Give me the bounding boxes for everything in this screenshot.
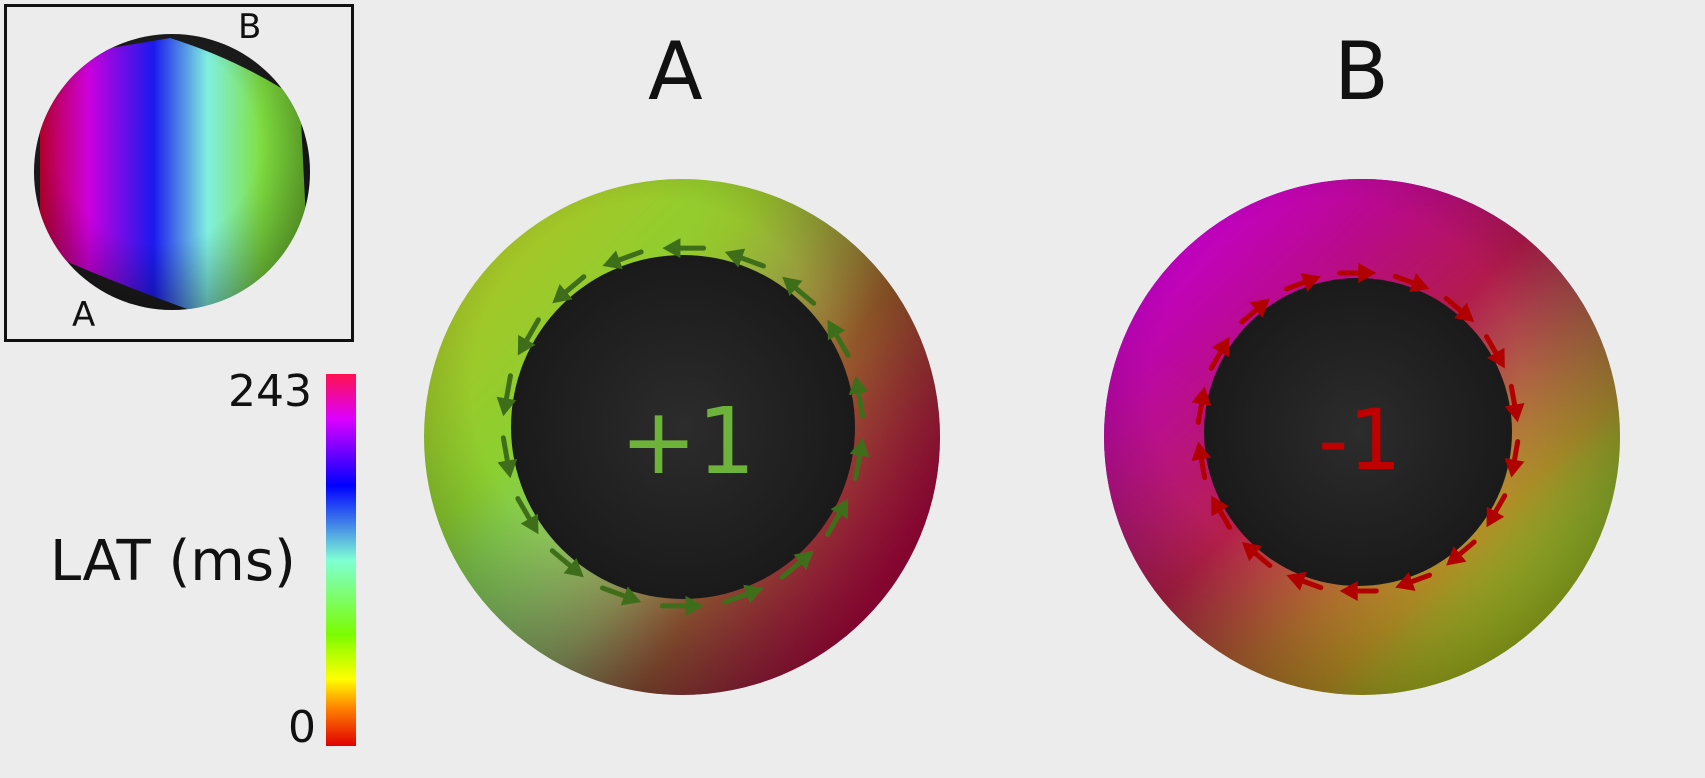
ring-b-arrow-head [1504, 402, 1525, 423]
ring-a-arrow-head [685, 595, 704, 616]
ring-b-arrow-head [1446, 546, 1467, 566]
panel-b-charge: -1 [1318, 391, 1402, 489]
inset-sphere [34, 34, 310, 310]
ring-b-arrow-head [1191, 441, 1212, 462]
ring-b-arrow-shaft [1217, 508, 1232, 530]
ring-a-arrow-shaft [739, 255, 766, 269]
ring-b-arrow-head [1504, 458, 1525, 478]
ring-a-arrow-head [497, 458, 518, 479]
ring-b-arrow-shaft [1300, 578, 1324, 591]
inset-label-b: B [238, 7, 262, 47]
ring-b-arrow-head [1358, 263, 1377, 284]
colorbar-gradient [326, 374, 356, 746]
ring-b-arrow-head [1286, 571, 1307, 591]
ring-a-arrow-head [743, 584, 764, 604]
ring-a-arrow-head [552, 284, 573, 304]
colorbar-max-label: 243 [228, 366, 312, 417]
ring-a-arrow-head [827, 319, 846, 341]
ring-a-arrow-shaft [600, 585, 627, 599]
ring-a-arrow-head [496, 396, 517, 417]
ring-a-arrow-head [520, 513, 539, 535]
ring-b-arrow-shaft [1508, 383, 1518, 408]
ring-b-arrow-shaft [1484, 334, 1499, 356]
ring-a-arrow-head [849, 437, 870, 458]
ring-b-arrow-head [1249, 298, 1270, 318]
ring-a-arrow-shaft [563, 274, 587, 295]
ring-a-arrow-head [563, 557, 584, 578]
sphere-a [424, 179, 940, 695]
inset-frame [4, 4, 354, 342]
ring-b-arrow-shaft [1253, 551, 1273, 569]
ring-a-arrow-head [724, 248, 746, 268]
ring-a-arrow-head [620, 586, 642, 606]
ring-a-arrow-head [793, 550, 814, 570]
sphere-b [1104, 179, 1620, 695]
ring-b-arrow-shaft [1511, 439, 1521, 463]
ring-b-arrow-head [1300, 273, 1321, 292]
ring-b-arrow-shaft [1208, 349, 1223, 371]
panel-a-title: A [648, 25, 703, 118]
ring-a-arrow-shaft [515, 496, 532, 522]
ring-a-arrow-head [602, 250, 623, 270]
ring-a-arrow-shaft [722, 591, 750, 605]
ring-a-arrow-shaft [856, 390, 866, 419]
ring-a-arrow-head [517, 334, 536, 356]
ring-b-arrow-shaft [1195, 401, 1205, 425]
arrow-ring-a [496, 238, 870, 616]
colorbar-min-label: 0 [288, 702, 316, 753]
ring-b-arrow-shaft [1392, 273, 1416, 286]
ring-b-arrow-head [1339, 580, 1358, 601]
ring-a-arrow-shaft [524, 317, 541, 343]
ring-a-arrow-head [662, 238, 681, 259]
ring-b-arrow-shaft [1198, 456, 1208, 481]
ring-b-arrow-head [1409, 273, 1430, 293]
ring-b-arrow-head [1211, 495, 1229, 517]
ring-b-arrow-shaft [1443, 295, 1463, 313]
arrow-ring-b [1191, 263, 1525, 601]
ring-a-arrow-shaft [616, 249, 644, 263]
ring-a-arrow-shaft [779, 559, 803, 580]
sphere-a-core [511, 255, 855, 599]
ring-a-arrow-head [848, 375, 869, 396]
sphere-b-core [1204, 278, 1512, 586]
ring-a-arrow-shaft [853, 453, 863, 481]
ring-a-arrow-head [782, 276, 803, 297]
ring-b-arrow-head [1486, 506, 1505, 528]
ring-a-arrow-shaft [825, 511, 842, 537]
ring-b-arrow-head [1241, 542, 1263, 562]
ring-b-arrow-shaft [1283, 280, 1307, 292]
colorbar-title: LAT (ms) [50, 529, 296, 594]
ring-b-arrow-shaft [1457, 539, 1477, 557]
ring-a-arrow-head [830, 498, 849, 520]
ring-a-arrow-shaft [549, 548, 573, 569]
ring-b-arrow-head [1191, 386, 1212, 406]
ring-b-arrow-head [1487, 347, 1505, 369]
inset-label-a: A [72, 295, 96, 335]
ring-a-arrow-shaft [834, 332, 851, 358]
ring-b-arrow-head [1453, 302, 1475, 322]
ring-b-arrow-head [1211, 336, 1230, 358]
ring-a-arrow-shaft [500, 435, 510, 464]
panel-a-charge: +1 [620, 388, 756, 495]
ring-a-arrow-shaft [793, 285, 817, 306]
ring-a-arrow-shaft [503, 373, 513, 401]
ring-b-arrow-shaft [1409, 572, 1433, 584]
ring-b-arrow-shaft [1239, 307, 1259, 325]
ring-b-arrow-head [1395, 572, 1416, 591]
ring-b-arrow-shaft [1493, 493, 1508, 515]
panel-b-title: B [1334, 25, 1389, 118]
